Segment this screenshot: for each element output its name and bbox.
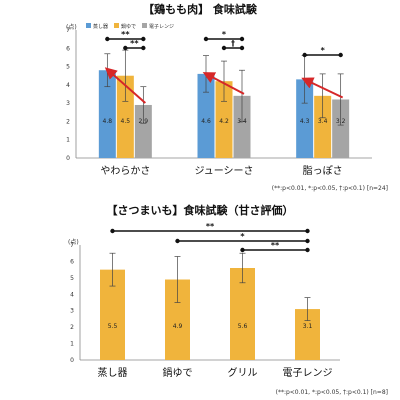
chart1-value-label-2-1: 3.4 [318, 118, 328, 125]
chart1-bar-2-2 [332, 99, 350, 158]
chart1-y-tick-5: 5 [66, 64, 70, 71]
chart2-category-label-0: 蒸し器 [98, 367, 128, 379]
chart1-category-label-0: やわらかさ [100, 165, 150, 177]
chart2-significance-1-dot-right [305, 238, 310, 244]
chart1-y-tick-1: 1 [66, 137, 70, 144]
chart1-significance-4-dot-left [302, 52, 307, 58]
chart1-significance-2-dot-left [203, 36, 209, 42]
chart2-y-tick-2: 2 [70, 324, 74, 331]
chart1-plot: 0 1 2 3 4 5 6 7 蒸し器 鍋ゆで 電子レンジ 4.8 4.5 2.9 やわらかさ 4.6 4.2 3… [66, 23, 372, 177]
chart1-significance-1-dot-right [141, 45, 146, 51]
chart1-significance-2-dot-right [239, 36, 245, 42]
chart1-significance-0-dot-right [141, 36, 146, 42]
chart1-bar-2-0 [296, 79, 314, 158]
chart1-trend-arrow-2 [301, 77, 344, 99]
chart2-significance-0-label: ** [206, 222, 215, 231]
chart2-y-tick-5: 5 [70, 275, 74, 282]
chart2-category-label-1: 鍋ゆで [163, 366, 193, 379]
chart1-bar-0-2 [134, 104, 152, 158]
chart1-bar-1-0 [197, 73, 215, 158]
chart1-value-label-0-1: 4.5 [121, 118, 131, 125]
chart2-significance-2-label: ** [271, 241, 280, 250]
chart1-significance-3-dot-right [239, 45, 245, 51]
chart1-unit-label: (点) [66, 23, 77, 31]
chart2-y-tick-6: 6 [70, 258, 74, 265]
chart1-trend-arrow-0 [104, 67, 146, 104]
chart1-legend-swatch-0 [86, 23, 91, 28]
chart1-significance-0-dot-left [105, 36, 110, 42]
chart2-category-label-3: 電子レンジ [283, 367, 333, 379]
chart1-trend-arrow-1 [202, 72, 245, 95]
chart1-footnote: (**:p<0.01, *:p<0.05, †:p<0.1) [n=24] [272, 185, 388, 192]
chart1-value-label-2-2: 3.2 [336, 118, 346, 125]
chart2-value-label-0: 5.5 [108, 323, 118, 330]
chart2-value-label-1: 4.9 [173, 323, 183, 330]
chart2-y-tick-3: 3 [70, 308, 74, 315]
chart1-significance-0-label: ** [121, 30, 130, 39]
chart1-value-label-0-2: 2.9 [139, 118, 149, 125]
chart2-y-tick-7: 7 [70, 242, 74, 249]
chart1-legend-swatch-2 [142, 23, 147, 28]
chart2-title: 【さつまいも】食味試験（甘さ評価） [107, 203, 294, 217]
chart1-y-tick-0: 0 [66, 155, 70, 162]
chart1-legend-label-2: 電子レンジ [149, 23, 174, 30]
chart2-significance-0-dot-right [305, 228, 310, 234]
chart1-value-label-1-1: 4.2 [219, 118, 229, 125]
chart1-bar-0-1 [116, 75, 134, 158]
chart2-footnote: (**:p<0.01, *:p<0.05, †:p<0.1) [n=8] [276, 389, 388, 396]
chart2-significance-0-dot-left [110, 228, 115, 234]
chart2-significance-2-dot-left [240, 247, 245, 253]
chart2-y-tick-0: 0 [70, 357, 74, 364]
chart1-value-label-0-0: 4.8 [103, 118, 113, 125]
chart1-significance-4-label: * [321, 46, 326, 55]
chart2-significance-1-dot-left [175, 238, 180, 244]
chart1-significance-3-dot-left [221, 45, 227, 51]
chart1-y-tick-2: 2 [66, 118, 70, 125]
chart1-bar-2-1 [314, 95, 332, 158]
chart1-bar-1-2 [233, 95, 251, 158]
chart1-legend-label-1: 鍋ゆで [121, 23, 136, 30]
chart1-significance-4-dot-right [338, 52, 343, 58]
chart1-significance-1-label: ** [130, 39, 139, 48]
chart1-bar-1-1 [215, 81, 233, 158]
chart2-y-tick-1: 1 [70, 341, 74, 348]
chart1-y-tick-6: 6 [66, 45, 70, 52]
chart1-y-tick-7: 7 [66, 27, 70, 34]
chart2-value-label-2: 5.6 [238, 323, 248, 330]
chart1-significance-3-label: † [231, 39, 235, 48]
chart1-y-tick-3: 3 [66, 100, 70, 107]
chart2-bar-2 [230, 268, 255, 360]
chart2-significance-1-label: * [240, 232, 245, 241]
chart1-significance-2-label: * [222, 30, 227, 39]
chart1-y-tick-4: 4 [66, 82, 70, 89]
chart2-category-label-2: グリル [228, 366, 258, 379]
chart2-significance-2-dot-right [305, 247, 310, 253]
chart2-y-tick-4: 4 [70, 291, 74, 298]
chart1-category-label-2: 脂っぽさ [303, 164, 343, 177]
chart1-title: 【鶏もも肉】 食味試験 [143, 2, 258, 16]
chart1-value-label-2-0: 4.3 [300, 118, 310, 125]
chart2-unit-label: (点) [68, 238, 79, 246]
chart1-value-label-1-0: 4.6 [201, 118, 211, 125]
chart1-legend-swatch-1 [114, 23, 119, 28]
chart2-value-label-3: 3.1 [303, 323, 313, 330]
chart1-significance-1-dot-left [123, 45, 128, 51]
chart1-value-label-1-2: 3.4 [237, 118, 247, 125]
chart1-legend-label-0: 蒸し器 [93, 23, 108, 30]
chart1-bar-0-0 [98, 70, 116, 158]
chart1-category-label-1: ジューシーさ [194, 165, 253, 177]
